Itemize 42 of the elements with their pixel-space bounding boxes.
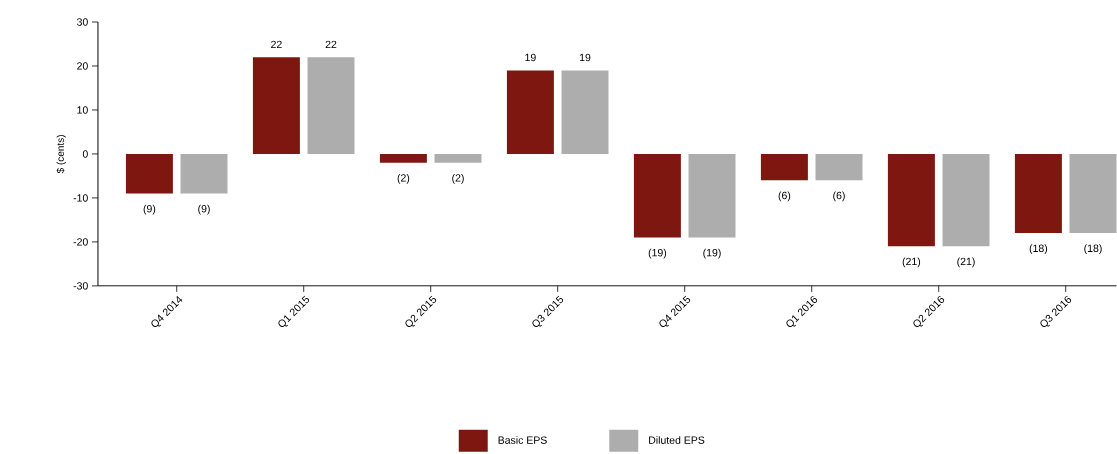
y-tick-label: 10 (77, 106, 88, 114)
bar (561, 70, 609, 155)
data-label: 22 (325, 40, 337, 49)
bar (887, 154, 935, 247)
data-label: 22 (271, 40, 282, 49)
bar (307, 57, 355, 155)
y-tick-label: -20 (73, 238, 88, 246)
legend-label: Diluted EPS (649, 436, 705, 445)
data-label: (19) (648, 248, 667, 259)
y-tick-label: -30 (73, 282, 88, 290)
bar (633, 154, 681, 238)
data-label: (19) (703, 248, 721, 259)
data-label: (2) (397, 174, 410, 184)
data-label: (6) (833, 191, 845, 202)
bar (506, 70, 554, 155)
bar (815, 154, 863, 181)
data-label: (21) (957, 257, 975, 268)
data-label: (6) (778, 191, 791, 202)
bar (942, 154, 990, 247)
bar (1014, 154, 1062, 234)
data-label: (18) (1084, 244, 1102, 255)
y-tick-label: -10 (73, 194, 88, 202)
y-tick-label: 0 (82, 150, 88, 158)
data-label: (21) (902, 257, 921, 268)
bar (434, 154, 482, 163)
data-label: (9) (143, 204, 156, 215)
data-label: (18) (1029, 244, 1048, 255)
bar (760, 154, 808, 181)
data-label: 19 (579, 53, 591, 62)
data-label: (2) (452, 174, 464, 184)
y-tick-label: 30 (77, 18, 88, 26)
data-label: (9) (198, 204, 210, 215)
y-tick-label: 20 (77, 62, 88, 70)
y-axis-title: $ (cents) (56, 135, 66, 174)
legend-label: Basic EPS (498, 436, 547, 445)
bar (180, 154, 228, 194)
bar (1069, 154, 1117, 234)
bar (379, 154, 427, 163)
bar (252, 57, 300, 155)
bar (688, 154, 736, 238)
data-label: 19 (525, 53, 536, 62)
bar (125, 154, 173, 194)
